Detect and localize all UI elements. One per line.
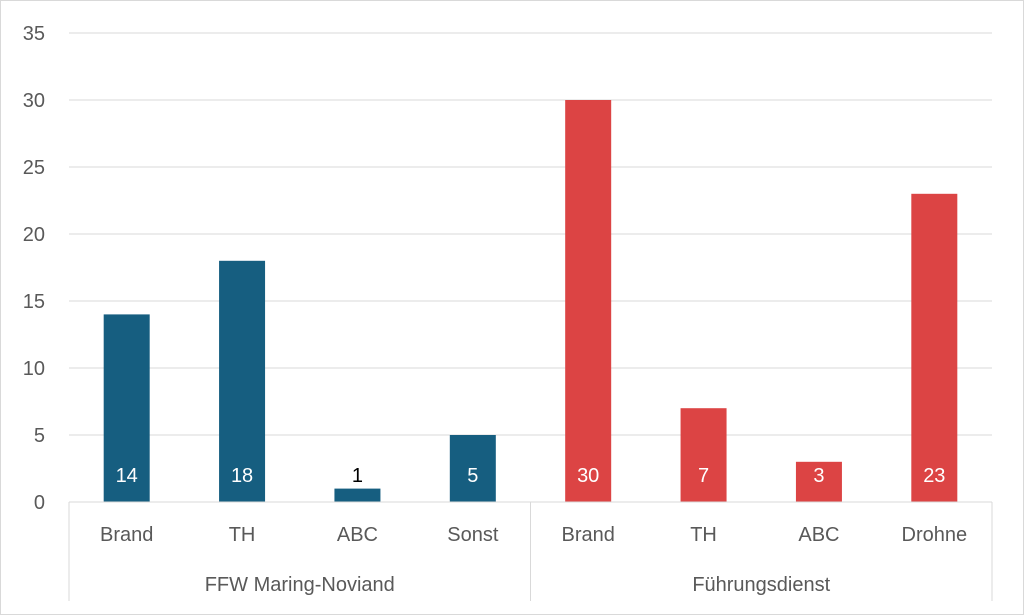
data-label: 14 xyxy=(116,465,138,487)
y-tick-label: 25 xyxy=(23,157,45,179)
y-tick-label: 5 xyxy=(34,425,45,447)
bar xyxy=(449,435,496,502)
y-tick-label: 20 xyxy=(23,224,45,246)
x-axis: Brand TH ABC Sonst FFW Maring-Noviand Brand TH… xyxy=(68,501,993,601)
x-category-label: Brand xyxy=(562,524,615,546)
bar xyxy=(565,100,612,502)
x-group-label: FFW Maring-Noviand xyxy=(205,574,395,596)
x-category-label: Brand xyxy=(100,524,153,546)
bar xyxy=(680,408,727,502)
x-category-label: TH xyxy=(690,524,717,546)
data-label: 3 xyxy=(813,465,824,487)
y-tick-label: 30 xyxy=(23,90,45,112)
data-label: 23 xyxy=(923,465,945,487)
data-labels: 14 18 1 5 30 7 3 23 xyxy=(116,465,946,487)
bar xyxy=(911,193,958,503)
x-category-label: ABC xyxy=(798,524,839,546)
data-label: 1 xyxy=(352,465,363,487)
y-tick-label: 10 xyxy=(23,358,45,380)
data-label: 18 xyxy=(231,465,253,487)
x-category-label: ABC xyxy=(337,524,378,546)
x-category-label: Sonst xyxy=(447,524,499,546)
bar xyxy=(219,260,266,502)
bar xyxy=(334,488,381,502)
bar xyxy=(795,461,842,502)
x-category-label: Drohne xyxy=(902,524,968,546)
x-group-label: Führungsdienst xyxy=(692,574,830,596)
bar xyxy=(103,314,150,502)
data-label: 5 xyxy=(467,465,478,487)
y-tick-label: 15 xyxy=(23,291,45,313)
y-tick-label: 35 xyxy=(23,23,45,45)
data-label: 30 xyxy=(577,465,599,487)
x-category-label: TH xyxy=(229,524,256,546)
gridlines xyxy=(69,32,992,436)
bars xyxy=(103,100,958,503)
y-axis-ticks: 0 5 10 15 20 25 30 35 xyxy=(23,23,45,514)
y-tick-label: 0 xyxy=(34,492,45,514)
data-label: 7 xyxy=(698,465,709,487)
